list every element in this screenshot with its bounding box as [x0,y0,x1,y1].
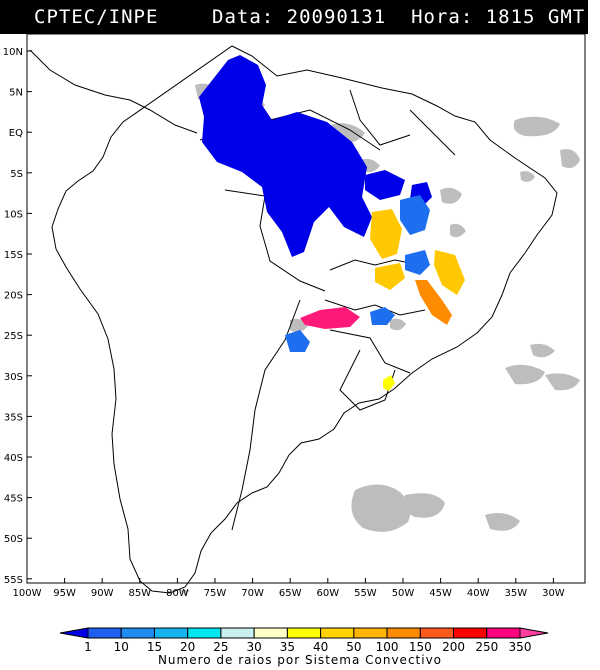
map-header: CPTEC/INPE Data: 20090131 Hora: 1815 GMT [0,0,588,34]
lon-tick-label: 40W [467,588,490,599]
legend-value: 250 [475,640,498,654]
storm-yellow-south [383,375,395,391]
lat-tick-label: 35S [4,412,23,423]
legend-swatch [220,627,255,639]
lat-tick-label: 30S [4,372,23,383]
legend-value: 30 [247,640,262,654]
legend-swatch [386,627,421,639]
lon-tick-label: 65W [279,588,302,599]
lon-tick-label: 90W [91,588,114,599]
legend-swatch [187,627,222,639]
storm-yellow-1 [370,209,402,259]
lon-tick-label: 100W [13,588,42,599]
storm-blue-north [199,55,372,257]
legend-swatch [453,627,488,639]
legend-value: 50 [346,640,361,654]
lon-tick-label: 30W [542,588,565,599]
lon-tick-label: 70W [241,588,264,599]
latitude-axis: 10N 5N EQ 5S 10S 15S 20S 25S 30S 35S 40S 45S 50S 55S [3,47,32,586]
storm-yellow-2 [375,263,405,290]
lat-tick-label: 40S [4,453,23,464]
legend-value: 20 [180,640,195,654]
lat-tick-label: 10N [3,47,23,58]
legend-value: 150 [409,640,432,654]
legend-swatch [153,627,189,639]
lon-tick-label: 85W [128,588,151,599]
lon-tick-label: 60W [316,588,339,599]
lon-tick-label: 45W [429,588,452,599]
legend-value: 1 [84,640,92,654]
lat-tick-label: 5N [9,88,23,99]
legend-value: 200 [442,640,465,654]
legend-colorbar: 1 10 15 20 25 30 35 40 50 100 150 200 250 350 [59,627,549,654]
storm-medblue-2 [285,330,310,352]
datetime-label: Data: 20090131 Hora: 1815 GMT [212,6,585,28]
legend-swatch [120,627,155,639]
legend-arrow-left [59,627,89,639]
lon-tick-label: 80W [166,588,189,599]
lat-tick-label: 55S [4,575,23,586]
legend-value: 40 [313,640,328,654]
legend-value: 25 [213,640,228,654]
legend-value: 100 [376,640,399,654]
lon-tick-label: 50W [392,588,415,599]
lat-tick-label: EQ [9,128,23,139]
date-label: Data: [212,6,275,28]
legend-value: 350 [509,640,532,654]
legend-value: 10 [114,640,129,654]
source-label: CPTEC/INPE [34,6,159,28]
time-label: Hora: [411,6,474,28]
legend-swatch [286,627,322,639]
lat-tick-label: 20S [4,291,23,302]
legend-swatch [353,627,388,639]
storm-medblue-4 [405,250,430,275]
legend-swatch [486,627,521,639]
legend-value: 35 [280,640,295,654]
lat-tick-label: 25S [4,331,23,342]
date-value: 20090131 [286,6,387,28]
longitude-axis: 100W 95W 90W 85W 80W 75W 70W 65W 60W 55W 50W 45W 40W… [13,578,565,599]
legend-swatch [320,627,355,639]
storm-magenta [300,307,360,329]
lat-tick-label: 15S [4,250,23,261]
storm-blue-east [365,170,405,200]
time-value: 1815 GMT [485,6,586,28]
lon-tick-label: 55W [354,588,377,599]
legend-caption: Numero de raios por Sistema Convectivo [157,653,443,667]
lat-tick-label: 50S [4,534,23,545]
storm-yellow-3 [434,250,465,295]
lon-tick-label: 35W [504,588,527,599]
legend-swatch [253,627,288,639]
lightning-systems [199,55,465,391]
legend-arrow-right [519,627,549,639]
lat-tick-label: 5S [10,169,23,180]
legend-value: 15 [147,640,162,654]
storm-medblue-3 [370,307,395,325]
lat-tick-label: 45S [4,494,23,505]
lon-tick-label: 95W [53,588,76,599]
lon-tick-label: 75W [204,588,227,599]
lat-tick-label: 10S [4,209,23,220]
storm-medblue-1 [400,195,430,235]
storm-orange-1 [415,280,452,325]
legend-swatch [419,627,455,639]
legend-swatch [87,627,122,639]
